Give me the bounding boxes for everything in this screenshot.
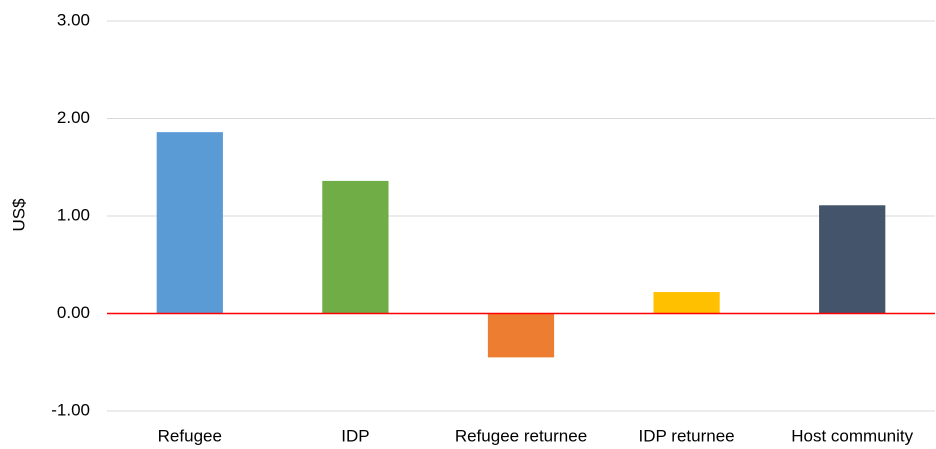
x-tick-label: Host community xyxy=(791,426,913,445)
y-tick-label: 1.00 xyxy=(57,205,90,224)
y-tick-label: -1.00 xyxy=(51,400,90,419)
x-tick-label: Refugee returnee xyxy=(455,426,587,445)
bar xyxy=(156,132,223,314)
bar xyxy=(653,292,720,314)
bar xyxy=(322,180,389,314)
y-tick-label: 0.00 xyxy=(57,303,90,322)
y-tick-label: 3.00 xyxy=(57,10,90,29)
y-tick-label: 2.00 xyxy=(57,108,90,127)
x-tick-label: Refugee xyxy=(158,426,222,445)
bar xyxy=(819,205,886,314)
x-tick-label: IDP xyxy=(341,426,369,445)
x-tick-label: IDP returnee xyxy=(639,426,735,445)
bar xyxy=(487,313,555,358)
y-axis-label: US$ xyxy=(9,198,28,232)
